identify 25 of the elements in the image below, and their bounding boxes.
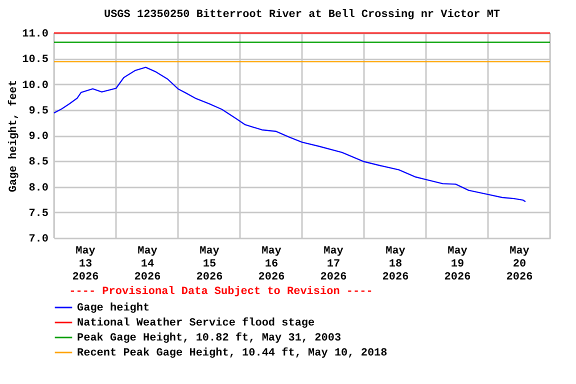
y-tick-label: 8.0 xyxy=(28,182,48,194)
x-tick-label: May 15 2026 xyxy=(196,246,223,284)
text: ---- Provisional Data Subject to Revision ---- xyxy=(69,286,373,298)
x-tick-label: May 20 2026 xyxy=(506,246,533,284)
y-tick-label: 7.0 xyxy=(28,234,48,246)
legend-label: Gage height xyxy=(77,302,150,314)
y-axis-title: Gage height, feet xyxy=(7,80,20,192)
chart-title: USGS 12350250 Bitterroot River at Bell Crossing nr Victor MT xyxy=(104,9,500,21)
x-tick-label: May 14 2026 xyxy=(134,246,161,284)
x-tick-label: May 13 2026 xyxy=(72,246,99,284)
y-tick-label: 8.5 xyxy=(28,156,49,169)
x-tick-label: May 19 2026 xyxy=(444,246,471,284)
y-tick-label: 7.5 xyxy=(28,208,49,220)
legend-label: Peak Gage Height, 10.82 ft, May 31, 2003 xyxy=(77,332,342,344)
x-tick-label: May 17 2026 xyxy=(320,246,347,284)
y-tick-label: 10.5 xyxy=(22,54,49,66)
legend-label: National Weather Service flood stage xyxy=(77,316,316,330)
y-tick-label: 11.0 xyxy=(22,28,48,40)
y-tick-label: 10.0 xyxy=(22,80,48,92)
y-tick-label: 9.5 xyxy=(28,105,49,118)
legend-label: Recent Peak Gage Height, 10.44 ft, May 10, 2018 xyxy=(77,346,388,360)
line-series xyxy=(53,66,526,202)
x-tick-label: May 16 2026 xyxy=(258,246,285,284)
x-tick-label: May 18 2026 xyxy=(382,246,409,284)
y-tick-label: 9.0 xyxy=(28,131,48,143)
